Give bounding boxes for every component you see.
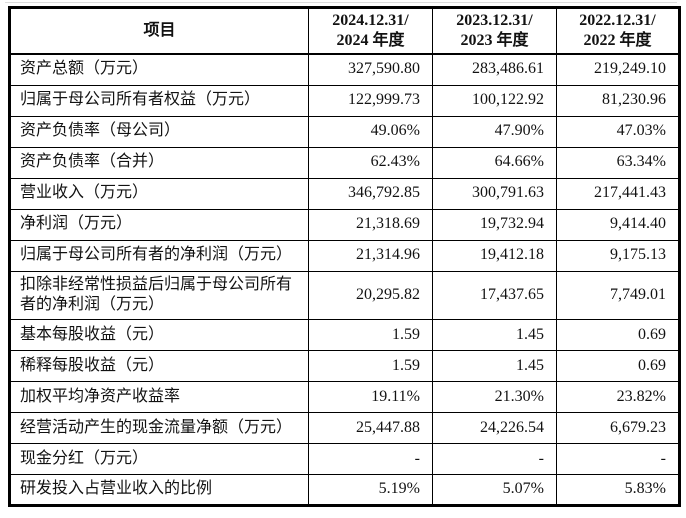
table-row-debt-ratio-consolidated: 资产负债率（合并） 62.43% 64.66% 63.34% [9,146,680,179]
row-value: 25,447.88 [308,412,433,445]
header-period-2023: 2023.12.31/ 2023 年度 [432,7,557,55]
scan-artifact-line [5,2,677,3]
row-label: 研发投入占营业收入的比例 [9,474,309,507]
header-period-year: 2023 年度 [460,32,529,49]
row-label: 基本每股收益（元） [9,319,309,352]
table-row-operating-cash-flow: 经营活动产生的现金流量净额（万元） 25,447.88 24,226.54 6,… [9,412,680,445]
row-label: 扣除非经常性损益后归属于母公司所有者的净利润（万元） [9,270,309,321]
row-value: 21,314.96 [308,239,433,272]
table-row-total-assets: 资产总额（万元） 327,590.80 283,486.61 219,249.1… [9,53,680,86]
row-value: 81,230.96 [556,84,680,117]
row-value: 5.83% [556,474,680,507]
row-value: 217,441.43 [556,177,680,210]
row-value: 6,679.23 [556,412,680,445]
row-value: 20,295.82 [308,270,433,321]
row-label: 经营活动产生的现金流量净额（万元） [9,412,309,445]
row-value: 64.66% [432,146,557,179]
row-value: 300,791.63 [432,177,557,210]
table-row-weighted-roe: 加权平均净资产收益率 19.11% 21.30% 23.82% [9,381,680,414]
row-value: 62.43% [308,146,433,179]
row-value: - [308,443,433,476]
table-header-row: 项目 2024.12.31/ 2024 年度 2023.12.31/ 2023 … [9,7,680,55]
row-value: 122,999.73 [308,84,433,117]
row-label: 净利润（万元） [9,208,309,241]
row-value: 47.03% [556,115,680,148]
table-row-rd-ratio: 研发投入占营业收入的比例 5.19% 5.07% 5.83% [9,474,680,507]
header-period-date: 2024.12.31/ [332,12,409,29]
table-row-net-profit-parent: 归属于母公司所有者的净利润（万元） 21,314.96 19,412.18 9,… [9,239,680,272]
row-value: 1.59 [308,319,433,352]
row-value: 7,749.01 [556,270,680,321]
row-label: 归属于母公司所有者的净利润（万元） [9,239,309,272]
row-value: 1.45 [432,319,557,352]
row-value: 23.82% [556,381,680,414]
row-value: - [432,443,557,476]
row-label: 稀释每股收益（元） [9,350,309,383]
row-label: 归属于母公司所有者权益（万元） [9,84,309,117]
row-label: 加权平均净资产收益率 [9,381,309,414]
table-row-diluted-eps: 稀释每股收益（元） 1.59 1.45 0.69 [9,350,680,383]
row-value: 1.45 [432,350,557,383]
table-row-cash-dividend: 现金分红（万元） - - - [9,443,680,476]
row-value: 19,412.18 [432,239,557,272]
row-label: 现金分红（万元） [9,443,309,476]
table-row-net-profit-excl-nonrecurring: 扣除非经常性损益后归属于母公司所有者的净利润（万元） 20,295.82 17,… [9,270,680,321]
row-value: 1.59 [308,350,433,383]
row-label: 资产总额（万元） [9,53,309,86]
row-label: 资产负债率（母公司） [9,115,309,148]
row-value: 9,414.40 [556,208,680,241]
row-value: 47.90% [432,115,557,148]
table-row-basic-eps: 基本每股收益（元） 1.59 1.45 0.69 [9,319,680,352]
row-value: 0.69 [556,319,680,352]
table-row-net-profit: 净利润（万元） 21,318.69 19,732.94 9,414.40 [9,208,680,241]
header-item-column: 项目 [9,7,309,55]
header-period-date: 2023.12.31/ [456,12,533,29]
table-row-debt-ratio-parent: 资产负债率（母公司） 49.06% 47.90% 47.03% [9,115,680,148]
row-value: 5.19% [308,474,433,507]
row-value: 219,249.10 [556,53,680,86]
row-value: 9,175.13 [556,239,680,272]
row-value: 0.69 [556,350,680,383]
header-period-year: 2022 年度 [583,32,652,49]
row-value: 19,732.94 [432,208,557,241]
row-value: - [556,443,680,476]
table-row-parent-equity: 归属于母公司所有者权益（万元） 122,999.73 100,122.92 81… [9,84,680,117]
row-value: 49.06% [308,115,433,148]
row-value: 346,792.85 [308,177,433,210]
row-label: 营业收入（万元） [9,177,309,210]
row-value: 24,226.54 [432,412,557,445]
row-value: 63.34% [556,146,680,179]
header-period-2022: 2022.12.31/ 2022 年度 [556,7,680,55]
row-value: 17,437.65 [432,270,557,321]
header-period-year: 2024 年度 [336,32,405,49]
row-label: 资产负债率（合并） [9,146,309,179]
header-period-date: 2022.12.31/ [579,12,656,29]
row-value: 100,122.92 [432,84,557,117]
row-value: 283,486.61 [432,53,557,86]
row-value: 19.11% [308,381,433,414]
row-value: 5.07% [432,474,557,507]
financial-metrics-table: 项目 2024.12.31/ 2024 年度 2023.12.31/ 2023 … [8,6,681,508]
row-value: 21.30% [432,381,557,414]
header-period-2024: 2024.12.31/ 2024 年度 [308,7,433,55]
row-value: 327,590.80 [308,53,433,86]
header-item-label: 项目 [143,21,176,39]
row-value: 21,318.69 [308,208,433,241]
table-row-operating-revenue: 营业收入（万元） 346,792.85 300,791.63 217,441.4… [9,177,680,210]
